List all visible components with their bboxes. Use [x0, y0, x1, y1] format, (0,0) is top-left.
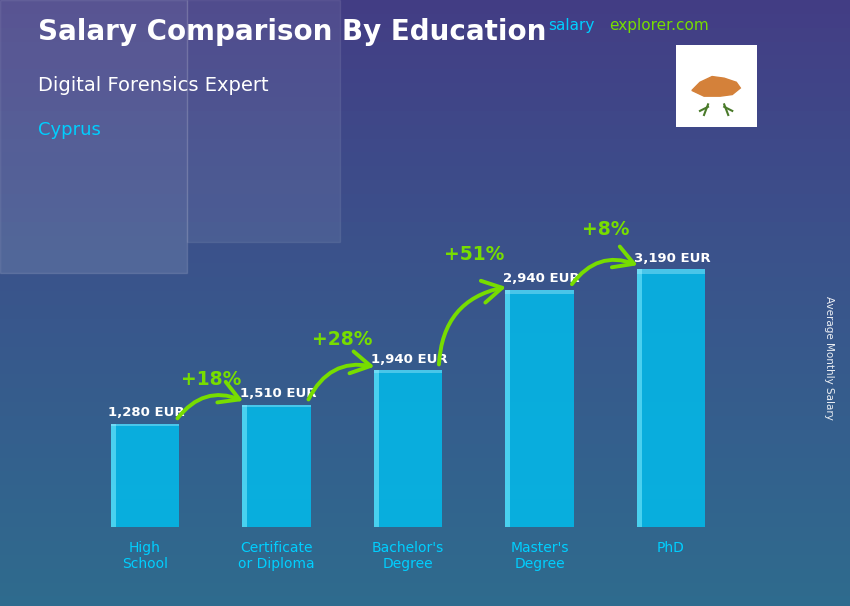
Bar — [242, 405, 311, 527]
Bar — [374, 370, 442, 373]
FancyArrowPatch shape — [572, 247, 634, 284]
Text: 1,280 EUR: 1,280 EUR — [108, 406, 184, 419]
FancyArrowPatch shape — [439, 281, 502, 364]
Text: Digital Forensics Expert: Digital Forensics Expert — [38, 76, 269, 95]
Text: +18%: +18% — [180, 370, 241, 389]
Bar — [505, 290, 574, 527]
Bar — [374, 370, 442, 527]
Text: +51%: +51% — [444, 245, 504, 264]
Bar — [110, 424, 116, 527]
Bar — [374, 370, 378, 527]
FancyArrowPatch shape — [178, 382, 240, 418]
Text: 1,510 EUR: 1,510 EUR — [240, 387, 316, 401]
Bar — [505, 290, 574, 294]
Bar — [0, 0, 187, 273]
Text: explorer.com: explorer.com — [609, 18, 709, 33]
Bar — [637, 270, 642, 527]
Text: Average Monthly Salary: Average Monthly Salary — [824, 296, 834, 419]
Bar — [505, 290, 510, 527]
Bar — [242, 405, 247, 527]
Bar — [110, 424, 179, 527]
Polygon shape — [692, 76, 740, 96]
Text: salary: salary — [548, 18, 595, 33]
Text: +28%: +28% — [312, 330, 372, 349]
Bar — [187, 0, 340, 242]
Bar — [637, 270, 706, 527]
Text: 2,940 EUR: 2,940 EUR — [502, 272, 580, 285]
Bar — [110, 424, 179, 425]
Text: 3,190 EUR: 3,190 EUR — [634, 251, 711, 265]
Text: 1,940 EUR: 1,940 EUR — [371, 353, 448, 365]
FancyArrowPatch shape — [309, 351, 371, 399]
Bar — [242, 405, 311, 407]
Bar — [637, 270, 706, 274]
Text: Salary Comparison By Education: Salary Comparison By Education — [38, 18, 547, 46]
Text: +8%: +8% — [581, 219, 629, 239]
Text: Cyprus: Cyprus — [38, 121, 101, 139]
